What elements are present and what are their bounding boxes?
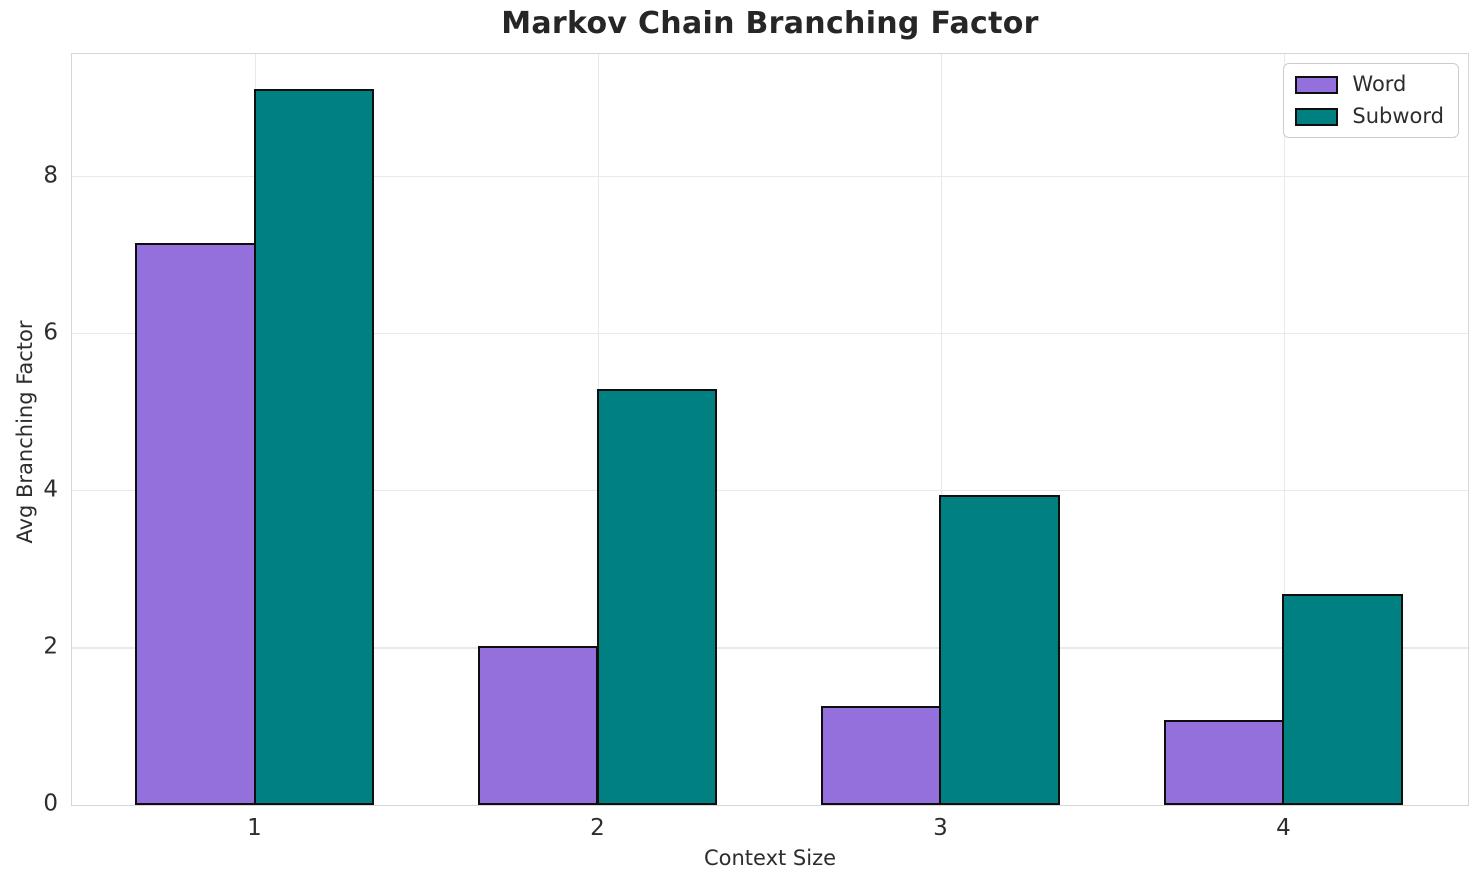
y-tick-label-8: 8: [43, 162, 58, 189]
y-gridline-8: [72, 175, 1468, 178]
bar-subword-3: [939, 494, 1060, 805]
y-tick-label-4: 4: [43, 476, 58, 503]
x-tick-label-1: 1: [247, 815, 262, 841]
bar-subword-2: [596, 388, 717, 805]
legend-item-subword: Subword: [1295, 104, 1444, 129]
legend: Word Subword: [1283, 63, 1459, 139]
y-gridline-2: [72, 647, 1468, 649]
bar-subword-4: [1282, 593, 1403, 805]
word-color-swatch-icon: [1295, 75, 1339, 94]
bar-word-4: [1164, 720, 1285, 805]
y-axis-label: Avg Branching Factor: [13, 320, 37, 544]
y-tick-label-0: 0: [43, 790, 58, 817]
bar-word-3: [821, 706, 942, 805]
legend-label-subword: Subword: [1352, 104, 1444, 129]
legend-label-word: Word: [1352, 72, 1407, 96]
x-axis-label: Context Size: [703, 846, 837, 870]
x-tick-label-2: 2: [590, 815, 605, 841]
plot-area: Word Subword: [71, 53, 1469, 806]
bar-word-2: [478, 646, 599, 805]
y-gridline-4: [72, 490, 1468, 492]
bar-word-1: [135, 243, 256, 805]
bar-subword-1: [253, 88, 374, 805]
chart-title: Markov Chain Branching Factor: [501, 6, 1039, 41]
legend-item-word: Word: [1295, 72, 1444, 96]
x-gridline-4: [1283, 54, 1286, 805]
y-tick-label-6: 6: [43, 319, 58, 346]
x-tick-label-3: 3: [933, 815, 948, 841]
x-tick-label-4: 4: [1276, 815, 1291, 841]
x-gridline-3: [940, 54, 943, 805]
subword-color-swatch-icon: [1295, 107, 1339, 126]
y-gridline-6: [72, 332, 1468, 335]
y-tick-label-2: 2: [43, 633, 58, 660]
